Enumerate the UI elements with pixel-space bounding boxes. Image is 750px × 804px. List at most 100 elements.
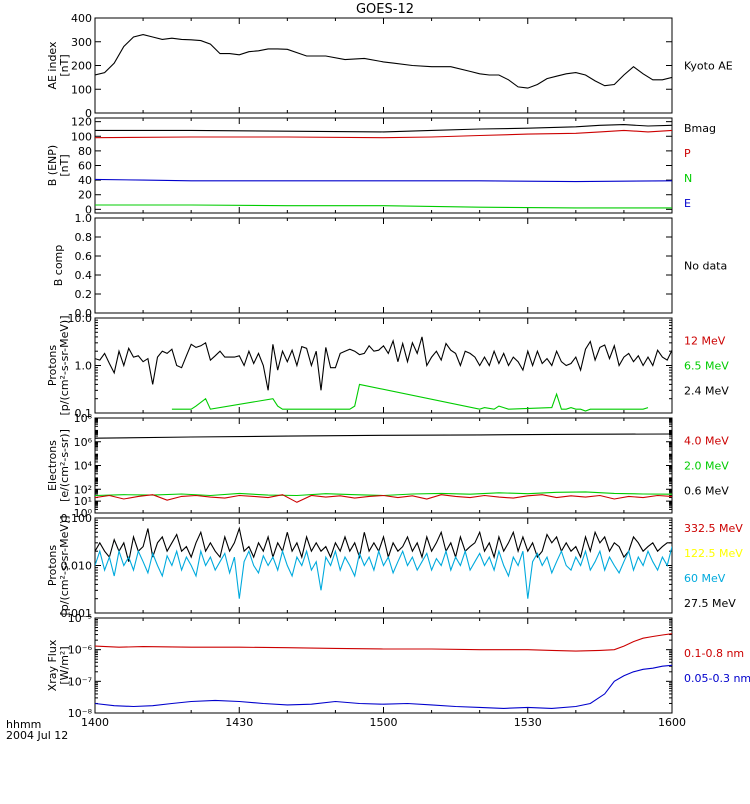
y-tick-label-bfield-2: 40	[78, 174, 92, 187]
legend-entry-electrons-2: 0.6 MeV	[684, 485, 729, 498]
legend-entry-protons1-1: 6.5 MeV	[684, 360, 729, 373]
y-tick-label-bfield-0: 0	[85, 203, 92, 216]
legend-entry-xray-0: 0.1-0.8 nm	[684, 647, 744, 660]
y-tick-label-protons2-0: 0.001	[61, 607, 93, 620]
legend-entry-protons2-3: 27.5 MeV	[684, 597, 736, 610]
y-tick-label-ae-0: 0	[85, 107, 92, 120]
y-tick-label-bcomp-3: 0.6	[75, 250, 93, 263]
y-tick-label-bfield-3: 60	[78, 160, 92, 173]
footer-date-label: 2004 Jul 12	[6, 729, 68, 742]
series-line-protons2-0	[95, 526, 672, 562]
panel-bcomp: 0.0 0.2 0.4 0.6 0.8 1.0 B comp No data	[52, 212, 727, 320]
x-tick-label-3: 1530	[514, 716, 542, 729]
series-line-xray-1	[95, 664, 672, 709]
y-tick-label-bcomp-4: 0.8	[75, 231, 93, 244]
y-tick-label-electrons-2: 10²	[74, 483, 92, 496]
panel-ae: 0 100 200 300 400 AE index [nT] Kyoto AE	[46, 12, 733, 120]
footer-time-label: hhmm	[6, 718, 41, 731]
legend-entry-bfield-0: Bmag	[684, 122, 716, 135]
series-line-protons2-1	[95, 546, 672, 599]
y-tick-label-protons2-2: 0.100	[61, 512, 93, 525]
y-tick-label-xray-2: 10⁻⁶	[68, 644, 93, 657]
y-axis-label-protons1-1: [p/(cm²-s-sr-MeV)]	[58, 316, 71, 416]
y-tick-label-bfield-6: 120	[71, 116, 92, 129]
y-tick-label-xray-1: 10⁻⁷	[68, 675, 92, 688]
panel-frame-bcomp	[94, 217, 673, 314]
y-tick-label-xray-0: 10⁻⁸	[68, 707, 93, 720]
y-tick-label-ae-3: 300	[71, 36, 92, 49]
x-tick-label-2: 1500	[370, 716, 398, 729]
y-tick-label-electrons-4: 10⁶	[74, 436, 93, 449]
y-tick-label-protons1-2: 10.0	[68, 312, 93, 325]
legend-entry-bfield-3: E	[684, 197, 691, 210]
legend-entry-electrons-0: 4.0 MeV	[684, 435, 729, 448]
legend-entry-bfield-1: P	[684, 147, 691, 160]
x-axis-ticks: 1400 1430 1500 1530 1600	[81, 716, 686, 729]
y-tick-label-bfield-4: 80	[78, 145, 92, 158]
y-tick-label-xray-3: 10⁻⁵	[68, 612, 92, 625]
series-line-bfield-3	[95, 178, 672, 183]
x-tick-label-4: 1600	[658, 716, 686, 729]
y-axis-label-protons2-0: Protons	[46, 545, 59, 586]
y-tick-label-ae-4: 400	[71, 12, 92, 25]
legend-entry-bfield-2: N	[684, 172, 692, 185]
no-data-note: No data	[684, 260, 727, 273]
series-line-protons1-0	[95, 336, 672, 391]
series-line-protons1-1	[171, 383, 649, 412]
y-axis-label-bfield-1: [nT]	[58, 154, 71, 176]
legend-entry-protons2-0: 332.5 MeV	[684, 522, 743, 535]
y-tick-label-bcomp-2: 0.4	[75, 269, 93, 282]
x-tick-label-1: 1430	[225, 716, 253, 729]
y-tick-label-protons2-1: 0.010	[61, 560, 93, 573]
y-axis-label-xray-1: [W/m²]	[58, 646, 71, 684]
panel-frame-xray	[94, 617, 673, 714]
y-tick-label-protons1-1: 1.0	[75, 360, 93, 373]
y-tick-label-bfield-1: 20	[78, 189, 92, 202]
y-tick-label-electrons-3: 10⁴	[74, 460, 93, 473]
y-axis-label-electrons-1: [e/(cm²-s-sr)]	[58, 429, 71, 502]
series-line-electrons-0	[95, 433, 672, 439]
panel-frame-protons1	[94, 317, 673, 414]
legend-entry-protons2-1: 122.5 MeV	[684, 547, 743, 560]
panel-protons1: 0.1 1.0 10.0 Protons [p/(cm²-s-sr-MeV)] 12 Me…	[46, 312, 729, 420]
y-tick-label-ae-2: 200	[71, 60, 92, 73]
legend-entry-ae-0: Kyoto AE	[684, 60, 733, 73]
series-line-xray-0	[95, 633, 672, 652]
y-axis-label-xray-0: Xray Flux	[46, 639, 59, 691]
legend-entry-electrons-1: 2.0 MeV	[684, 460, 729, 473]
y-tick-label-bcomp-5: 1.0	[75, 212, 93, 225]
y-axis-label-protons1-0: Protons	[46, 345, 59, 386]
y-tick-label-electrons-1: 10¹	[74, 495, 92, 508]
y-tick-label-bfield-5: 100	[71, 130, 92, 143]
y-tick-label-protons1-0: 0.1	[75, 407, 93, 420]
panel-frame-electrons	[94, 417, 673, 514]
series-line-bfield-0	[95, 124, 672, 133]
series-line-electrons-2	[95, 494, 672, 503]
y-axis-label-ae-0: AE index	[46, 41, 59, 90]
series-line-bfield-1	[95, 129, 672, 139]
series-line-ae-0	[95, 34, 672, 89]
panel-xray: 10⁻⁸ 10⁻⁷ 10⁻⁶ 10⁻⁵ Xray Flux [W/m²] 0.1-0.8 n…	[46, 612, 750, 720]
y-tick-label-electrons-5: 10⁸	[74, 412, 93, 425]
y-axis-label-protons2-1: [p/(cm²-s-sr-MeV)]	[58, 516, 71, 616]
legend-entry-protons1-2: 2.4 MeV	[684, 385, 729, 398]
panel-frame-ae	[94, 17, 673, 114]
y-axis-label-electrons-0: Electrons	[46, 440, 59, 491]
y-axis-label-bfield-0: B (ENP)	[46, 145, 59, 186]
y-tick-label-bcomp-1: 0.2	[75, 288, 93, 301]
y-axis-label-bcomp-0: B comp	[52, 245, 65, 287]
legend-entry-protons2-2: 60 MeV	[684, 572, 726, 585]
chart-title: GOES-12	[356, 2, 414, 17]
x-tick-label-0: 1400	[81, 716, 109, 729]
legend-entry-protons1-0: 12 MeV	[684, 335, 726, 348]
y-tick-label-bcomp-0: 0.0	[75, 307, 93, 320]
series-line-bfield-2	[95, 204, 672, 209]
legend-entry-xray-1: 0.05-0.3 nm	[684, 672, 750, 685]
y-axis-label-ae-1: [nT]	[58, 54, 71, 76]
y-tick-label-ae-1: 100	[71, 83, 92, 96]
